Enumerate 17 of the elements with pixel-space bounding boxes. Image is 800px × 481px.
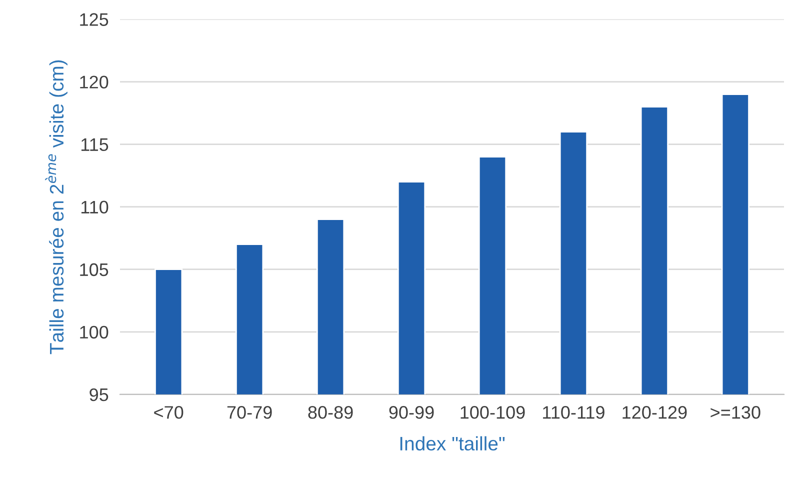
x-tick-label: 80-89 [308,406,353,419]
y-axis-title: Taille mesurée en 2$^{ème}$ visite (cm) [45,60,68,354]
y-tick-label: 120 [80,76,108,88]
x-tick-label: >=130 [710,406,760,419]
x-tick-label: 70-79 [227,406,272,419]
y-tick-label: 125 [80,13,108,26]
y-tick-label: 100 [80,326,108,339]
y-tick-label: 95 [90,388,108,402]
x-tick-label: 90-99 [389,406,434,419]
x-tick-label: <70 [154,406,184,419]
x-tick-label: 100-109 [460,406,525,419]
y-tick-label: 105 [80,263,108,276]
y-tick-label: 115 [81,138,108,152]
x-tick-label: 110-119 [543,406,604,419]
y-tick-label: 110 [81,200,108,214]
x-axis-title: Index "taille" [400,436,505,451]
x-tick-label: 120-129 [622,406,687,419]
